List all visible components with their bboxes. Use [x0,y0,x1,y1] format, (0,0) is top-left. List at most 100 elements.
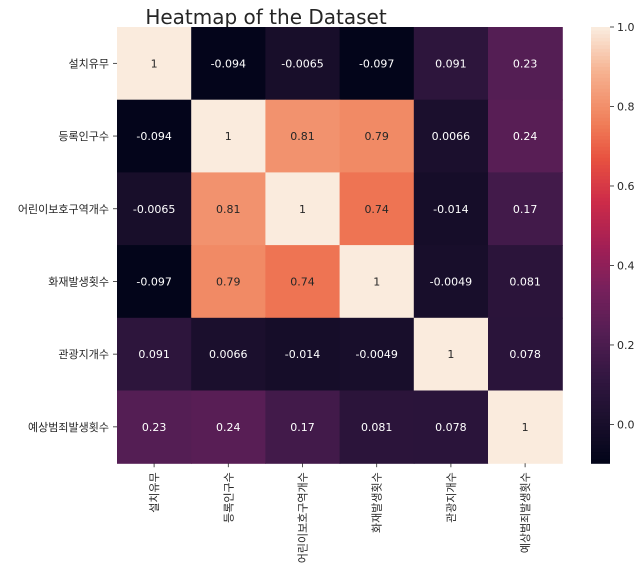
cell-value-label: 1 [225,130,232,143]
colorbar-tick-label: 1.0 [617,21,635,34]
cell-value-label: 0.081 [509,275,541,288]
heatmap-cell [191,99,266,173]
row-tick-label: 어린이보호구역개수 [18,203,109,216]
colorbar-segment [591,437,610,442]
heatmap-cell [413,317,489,392]
column-tick-label: 설치유무 [148,472,161,512]
heatmap-cell [265,317,341,392]
colorbar-segment [591,197,610,203]
row-tick-label: 관광지개수 [58,348,109,361]
colorbar-segment [591,310,610,315]
colorbar-segment [591,59,610,65]
cell-value-label: -0.097 [136,275,171,288]
colorbar-segment [591,172,610,177]
heatmap-cell [117,390,192,464]
colorbar-segment [591,110,610,115]
colorbar-segment [591,321,610,326]
colorbar-segment [591,343,610,348]
colorbar-segment [591,237,610,243]
colorbar-tick-label: 0.4 [617,259,635,272]
heatmap-cell [191,27,266,101]
cell-value-label: -0.094 [136,130,171,143]
heatmap-cell [265,172,341,246]
cell-value-label: 0.081 [361,421,393,434]
colorbar-segment [591,346,610,352]
colorbar-segment [591,295,610,301]
colorbar-segment [591,448,610,453]
colorbar-segment [591,175,610,181]
cell-value-label: 0.81 [290,130,315,143]
colorbar-segment [591,259,610,264]
chart-title: Heatmap of the Dataset [145,5,387,29]
colorbar-segment [591,234,610,239]
colorbar-segment [591,375,610,381]
colorbar-segment [591,136,610,141]
colorbar-segment [591,404,610,410]
colorbar-segment [591,45,610,50]
colorbar-segment [591,372,610,377]
heatmap-cell [191,172,266,246]
row-tick-label: 예상범죄발생횟수 [28,421,109,434]
colorbar-segment [591,70,610,76]
colorbar-segment [591,357,610,363]
colorbar-segment [591,274,610,279]
colorbar-segment [591,34,610,39]
colorbar-segment [591,277,610,283]
colorbar-segment [591,223,610,228]
heatmap-cell [117,27,192,101]
colorbar-segment [591,85,610,90]
colorbar-segment [591,99,610,105]
colorbar-segment [591,397,610,403]
cell-value-label: 0.23 [142,421,167,434]
cell-value-label: 0.23 [513,57,538,70]
colorbar-segment [591,306,610,312]
heatmap-cell [265,245,341,319]
colorbar-segment [591,419,610,424]
colorbar-segment [591,48,610,54]
colorbar-segment [591,103,610,108]
colorbar-segment [591,63,610,68]
colorbar-segment [591,252,610,257]
heatmap-cell [191,317,266,392]
heatmap-cell [339,99,415,173]
heatmap-cell [117,245,192,319]
colorbar-segment [591,66,610,72]
colorbar-segment [591,226,610,232]
column-tick-label: 화재발생횟수 [371,472,384,533]
colorbar-segment [591,324,610,330]
colorbar-segment [591,154,610,159]
cell-value-label: 1 [373,275,380,288]
colorbar-segment [591,212,610,217]
colorbar-segment [591,255,610,261]
cell-value-label: 0.17 [290,421,315,434]
heatmap-cell [339,317,415,392]
colorbar-segment [591,364,610,370]
heatmap-cell [265,390,341,464]
colorbar-segment [591,248,610,254]
cell-value-label: 0.81 [216,203,241,216]
heatmap-cell [117,172,192,246]
colorbar-segment [591,433,610,439]
cell-value-label: 1 [151,57,158,70]
colorbar-segment [591,27,610,32]
colorbar-segment [591,452,610,457]
heatmap-cell [488,99,563,173]
heatmap-cell [488,172,563,246]
colorbar-segment [591,354,610,359]
colorbar-tick-label: 0.0 [617,418,635,431]
colorbar-segment [591,393,610,399]
heatmap-cell [339,245,415,319]
colorbar-segment [591,190,610,195]
colorbar-segment [591,339,610,344]
colorbar-tick-label: 0.6 [617,180,635,193]
colorbar-segment [591,368,610,373]
cell-value-label: 0.74 [364,203,389,216]
row-tick-label: 화재발생횟수 [48,275,109,288]
cell-value-label: -0.0049 [355,348,397,361]
colorbar-segment [591,361,610,366]
colorbar-segment [591,335,610,341]
colorbar-segment [591,415,610,421]
colorbar-segment [591,81,610,86]
colorbar-segment [591,284,610,290]
